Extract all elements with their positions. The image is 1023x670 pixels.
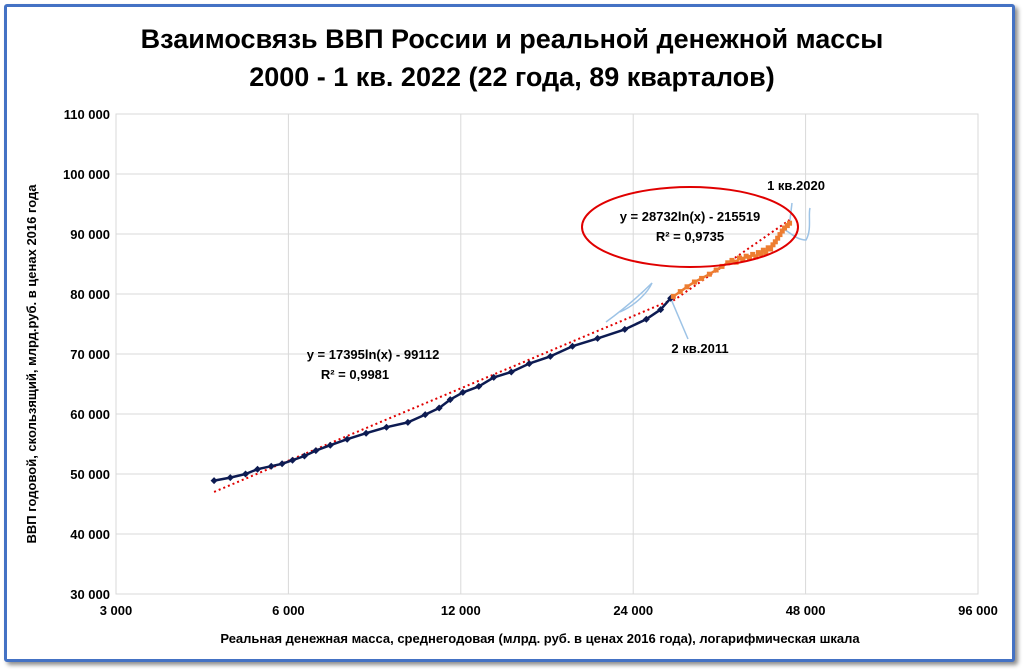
series-2-point [775,235,781,241]
series-2-point [743,253,749,259]
series-2-point [758,251,764,257]
trendline-2-equation: y = 28732ln(x) - 215519 [620,209,761,224]
y-tick-label: 80 000 [70,287,110,302]
series-1-point [226,474,234,482]
series-1-point [621,325,629,333]
series-1-point [459,388,467,396]
series-1-point [326,441,334,449]
series-2-point [750,251,756,257]
callout-lines [605,202,811,340]
series-2-point [787,220,793,226]
series-2-point [733,259,739,265]
series-1-point [435,404,443,412]
y-tick-label: 30 000 [70,587,110,602]
series-2-point [770,242,776,248]
series-1-point [382,423,390,431]
x-tick-label: 48 000 [786,603,826,618]
series-1-point [475,382,483,390]
trendline-1-equation: y = 17395ln(x) - 99112 [307,347,440,362]
series-2-point [753,254,759,260]
series-1-point [404,418,412,426]
series-2-point [768,246,774,252]
series-1-point [446,396,454,404]
series-1-point [362,429,370,437]
callout-leader-2q2011 [669,297,689,340]
series-2-point [740,256,746,262]
series-1-point [343,435,351,443]
y-tick-label: 100 000 [63,167,110,182]
data-points [210,220,793,485]
x-tick-label: 12 000 [441,603,481,618]
series-1-point [267,462,275,470]
y-tick-labels: 30 000 40 000 50 000 60 000 70 000 80 000 90 0… [63,107,110,602]
series-2-point [779,228,785,234]
series-1-point [289,456,297,464]
series-1-point [421,411,429,419]
series-2-point [746,254,752,260]
series-1-point [278,460,286,468]
series-1-point [242,470,250,478]
annotation-2q2011: 2 кв.2011 [671,341,728,356]
series-1-point [657,306,665,314]
series-1-point [568,342,576,350]
series-1-point [642,315,650,323]
y-tick-label: 70 000 [70,347,110,362]
chart-subtitle: 2000 - 1 кв. 2022 (22 года, 89 кварталов… [249,62,775,92]
series-1-point [490,373,498,381]
callout-shape-1q2020 [783,207,811,241]
series-2-point [777,232,783,238]
x-tick-labels: 3 000 6 000 12 000 24 000 48 000 96 000 [100,603,998,618]
series-2-point [713,267,719,273]
series-2-point [772,239,778,245]
y-tick-label: 110 000 [64,107,110,122]
series-1-point [507,368,515,376]
equation-highlight-ellipse [581,186,799,268]
chart-title: Взаимосвязь ВВП России и реальной денежн… [141,24,884,54]
series-2-point [706,271,712,277]
x-tick-label: 3 000 [100,603,133,618]
x-tick-label: 24 000 [613,603,653,618]
series-1-point [594,334,602,342]
series-1-point [254,465,262,473]
series-2-point [729,257,735,263]
y-axis-label: ВВП годовой, скользящий, млрд.руб. в цен… [24,184,39,544]
y-tick-label: 50 000 [70,467,110,482]
annotation-1q2020: 1 кв.2020 [767,178,825,193]
series-1-point [300,452,308,460]
y-tick-label: 60 000 [70,407,110,422]
y-tick-label: 90 000 [70,227,110,242]
trendline-2-r2: R² = 0,9735 [656,229,724,244]
series-2-point [691,279,697,285]
series-2-point [737,255,743,261]
y-tick-label: 40 000 [70,527,110,542]
series-2-point [763,250,769,256]
grid [115,113,979,595]
series-2-point [670,293,676,299]
callout-shape-upper [605,282,653,323]
x-tick-label: 96 000 [958,603,998,618]
series-1-point [546,352,554,360]
series-1-point [210,477,218,485]
series-2-point [699,275,705,281]
x-axis-label: Реальная денежная масса, среднегодовая (… [220,631,860,646]
series-2-point [725,260,731,266]
trendline-1-r2: R² = 0,9981 [321,367,389,382]
series-1-point [312,447,320,455]
series-1-point [525,360,533,368]
series-2-point [719,263,725,269]
series-2-point [782,225,788,231]
series-2-point [684,284,690,290]
x-tick-label: 6 000 [272,603,305,618]
series-2-point [677,289,683,295]
